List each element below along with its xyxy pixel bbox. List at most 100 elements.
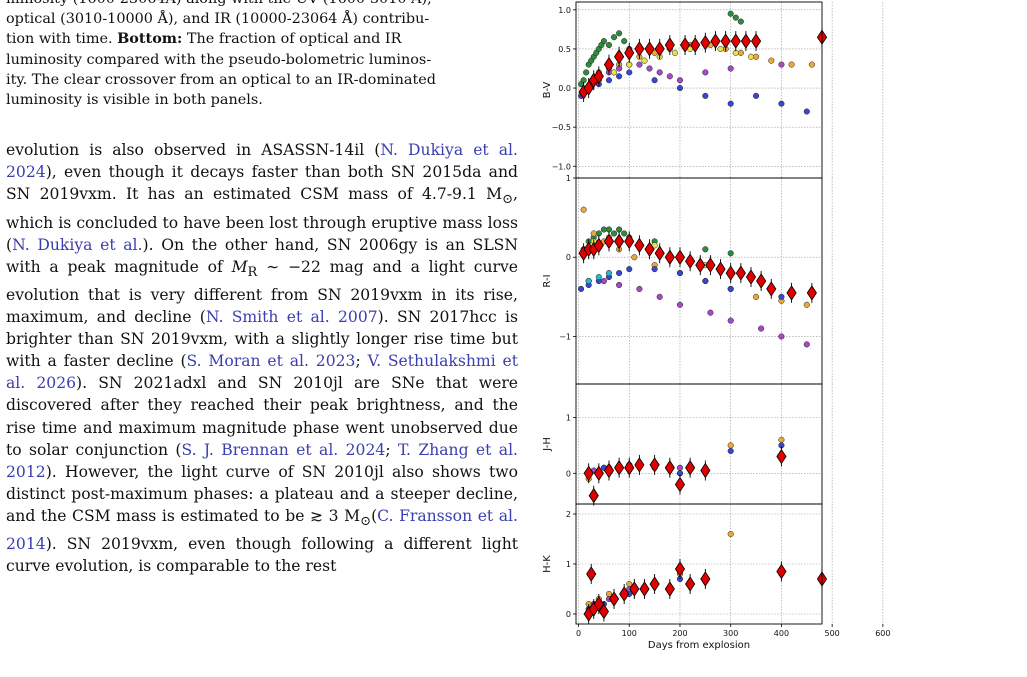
- data-point: [646, 65, 653, 72]
- x-tick-label: 300: [723, 629, 738, 638]
- data-point: [803, 301, 810, 308]
- data-point: [707, 309, 714, 316]
- data-point-diamond: [776, 563, 787, 580]
- data-point: [676, 84, 684, 92]
- data-point-diamond: [634, 457, 645, 473]
- data-point-diamond: [806, 285, 817, 301]
- data-point-diamond: [725, 265, 736, 281]
- data-point-diamond: [649, 457, 660, 473]
- data-point: [702, 92, 709, 99]
- data-point: [616, 73, 623, 80]
- data-point: [585, 277, 592, 285]
- sun-symbol: ⊙: [360, 514, 372, 530]
- data-point-diamond: [614, 49, 625, 65]
- data-point-diamond: [710, 33, 721, 49]
- caption-line: tion with time. Bottom: The fraction of …: [6, 29, 518, 49]
- data-point-diamond: [664, 459, 675, 476]
- data-point: [727, 442, 734, 449]
- magnitude-symbol: M: [231, 257, 248, 276]
- data-point: [702, 69, 709, 76]
- data-point-diamond: [664, 37, 675, 53]
- text: evolution is also observed in ASASSN-14i…: [6, 141, 381, 160]
- data-point: [717, 45, 724, 52]
- magnitude-band: R: [247, 264, 258, 280]
- data-point: [676, 301, 684, 308]
- data-point-diamond: [649, 576, 660, 592]
- data-point-diamond: [583, 80, 594, 96]
- data-point: [753, 53, 760, 60]
- y-tick-label: −1: [559, 332, 571, 341]
- text: ;: [385, 440, 398, 459]
- caption-line: luminosity is visible in both panels.: [6, 92, 263, 109]
- data-point: [727, 250, 734, 257]
- x-tick-label: 400: [774, 629, 789, 638]
- data-point: [727, 285, 734, 292]
- data-point-diamond: [674, 249, 686, 265]
- data-point-diamond: [740, 33, 751, 49]
- citation-link[interactable]: S. J. Brennan et al. 2024: [181, 440, 386, 459]
- data-point-diamond: [603, 233, 615, 250]
- data-point: [600, 277, 607, 285]
- data-point-diamond: [593, 596, 604, 612]
- citation-link[interactable]: T. Zhang et al. 2012: [6, 440, 519, 481]
- data-point-diamond: [705, 257, 716, 273]
- data-point: [621, 230, 628, 237]
- data-point: [676, 464, 684, 471]
- data-point-diamond: [644, 41, 655, 57]
- data-point: [702, 246, 709, 253]
- data-point: [778, 293, 785, 300]
- data-point: [808, 61, 815, 68]
- text: ;: [355, 352, 368, 371]
- y-tick-label: −0.5: [552, 123, 571, 132]
- data-point-diamond: [685, 253, 696, 269]
- data-point-diamond: [629, 581, 640, 597]
- citation-link[interactable]: S. Moran et al. 2023: [186, 352, 356, 371]
- data-point: [778, 61, 785, 68]
- data-point-diamond: [674, 561, 686, 577]
- data-point: [727, 10, 734, 17]
- y-tick-label: 0.5: [558, 45, 571, 54]
- x-tick-label: 200: [672, 629, 687, 638]
- citation-link[interactable]: N. Dukiya et al. 2024: [6, 141, 518, 182]
- data-point-diamond: [634, 237, 645, 254]
- citation-link[interactable]: V. Sethulakshmi et al. 2026: [6, 352, 519, 393]
- caption-line: luminosity compared with the pseudo-bolo…: [6, 51, 432, 68]
- data-point-diamond: [664, 581, 675, 597]
- data-point-diamond: [603, 56, 615, 73]
- data-point-diamond: [593, 237, 604, 254]
- citation-link[interactable]: C. Fransson et al. 2014: [6, 506, 519, 554]
- x-tick-label: 0: [576, 629, 581, 638]
- data-point-diamond: [745, 269, 757, 285]
- data-point-diamond: [695, 257, 706, 273]
- figure-svg: 1.0 0.5 0.0 −0.5 −1.0 B-V 1 0 −1 R-I 1 0 J-H 2 1 0 H-K 0 1…: [542, 1, 891, 651]
- data-point-diamond: [619, 586, 630, 602]
- data-point: [610, 69, 618, 76]
- data-point-diamond: [614, 459, 625, 476]
- data-point: [610, 230, 618, 237]
- data-point: [641, 57, 648, 64]
- data-point-diamond: [715, 261, 726, 277]
- data-point: [595, 273, 602, 281]
- data-point-diamond: [674, 476, 686, 493]
- caption-line: optical (3010-10000 Å), and IR (10000-23…: [6, 11, 430, 28]
- citation-link[interactable]: N. Dukiya et al.: [12, 235, 143, 254]
- data-point-diamond: [654, 245, 665, 261]
- data-point: [666, 73, 673, 80]
- data-point-diamond: [786, 285, 797, 301]
- data-point-diamond: [664, 249, 675, 265]
- citation-link[interactable]: N. Smith et al. 2007: [205, 308, 378, 327]
- data-point: [656, 293, 663, 300]
- y-axis-label: H-K: [542, 555, 553, 573]
- data-point: [758, 325, 765, 332]
- data-point-diamond: [593, 68, 604, 85]
- data-point-diamond: [720, 33, 731, 49]
- y-tick-label: 2: [566, 510, 571, 519]
- x-axis-label: Days from explosion: [648, 640, 750, 651]
- y-axis-label: R-I: [542, 274, 553, 287]
- text: ). SN 2017hcc is brighter than SN 2019vx…: [6, 308, 519, 371]
- data-point: [631, 254, 638, 261]
- panel-frame: [575, 503, 823, 625]
